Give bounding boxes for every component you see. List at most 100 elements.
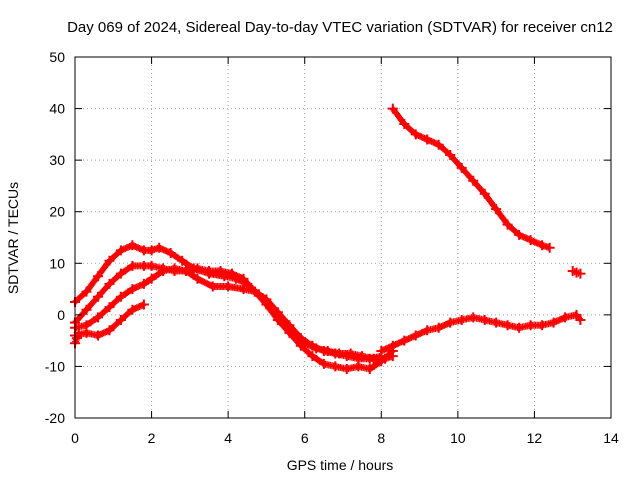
data-point	[204, 266, 214, 276]
data-point	[364, 364, 375, 374]
data-point	[81, 304, 92, 315]
data-point	[537, 320, 548, 331]
data-point	[376, 346, 387, 356]
y-tick-label: 50	[49, 49, 65, 65]
data-point	[560, 312, 571, 323]
data-point	[146, 273, 157, 284]
data-point	[146, 245, 157, 256]
data-point	[525, 320, 536, 331]
data-point	[177, 255, 188, 266]
series-markers	[71, 241, 397, 363]
data-point	[468, 175, 479, 186]
series-trail	[73, 243, 394, 361]
axis-ticks: 0 2 4 6 8 10 12 14 -20 -10 0 10 20 30 40 50	[45, 49, 619, 446]
x-tick-label: 6	[301, 430, 309, 446]
data-point	[364, 353, 375, 364]
data-point	[318, 346, 329, 356]
data-point	[104, 278, 115, 289]
data-point	[115, 245, 126, 256]
data-point	[445, 317, 456, 328]
x-tick-label: 10	[450, 430, 466, 446]
data-point	[318, 358, 329, 369]
y-tick-label: -20	[45, 410, 65, 426]
data-point	[387, 340, 398, 351]
data-point	[165, 248, 176, 258]
data-point	[192, 273, 203, 284]
data-point	[127, 240, 138, 251]
data-point	[238, 273, 249, 284]
data-point	[192, 263, 203, 274]
data-point	[138, 278, 149, 289]
data-point	[207, 281, 218, 292]
data-point	[223, 281, 234, 292]
data-point	[71, 333, 82, 344]
data-point	[399, 119, 410, 129]
y-tick-label: 10	[49, 255, 65, 271]
data-point	[479, 315, 490, 325]
data-point	[502, 320, 513, 331]
data-point	[93, 271, 103, 282]
data-point	[307, 351, 318, 362]
series-track-f	[376, 309, 586, 356]
data-point	[433, 322, 444, 333]
data-point	[445, 150, 456, 160]
data-point	[227, 268, 237, 279]
data-point	[456, 162, 467, 173]
data-point	[115, 291, 126, 302]
data-point	[127, 284, 138, 295]
data-point	[261, 294, 272, 305]
series-track-h	[567, 266, 586, 279]
data-point	[341, 351, 352, 362]
data-point	[479, 188, 490, 199]
data-point	[81, 286, 92, 297]
data-point	[525, 235, 536, 246]
data-point	[575, 315, 586, 325]
data-point	[272, 307, 283, 318]
data-point	[387, 103, 398, 114]
data-point	[104, 302, 115, 313]
data-point	[502, 219, 513, 230]
data-point	[514, 322, 525, 333]
data-point	[491, 204, 502, 215]
data-point	[93, 312, 103, 323]
data-point	[295, 333, 306, 344]
data-point	[330, 361, 341, 372]
data-point	[537, 240, 548, 251]
y-tick-label: 30	[49, 152, 65, 168]
data-point	[158, 266, 169, 276]
data-point	[548, 317, 559, 328]
data-point	[399, 335, 410, 346]
data-point	[238, 284, 249, 295]
data-point	[127, 260, 138, 271]
data-point	[544, 242, 555, 253]
data-point	[127, 304, 138, 315]
data-point	[104, 255, 115, 266]
data-point	[341, 364, 352, 374]
x-tick-label: 14	[603, 430, 619, 446]
data-point	[115, 268, 126, 279]
data-point	[284, 320, 295, 331]
data-point	[138, 299, 149, 310]
data-point	[410, 330, 421, 341]
x-tick-label: 4	[224, 430, 232, 446]
data-point	[104, 325, 115, 336]
data-point	[154, 242, 165, 253]
x-tick-label: 12	[527, 430, 543, 446]
data-point	[115, 315, 126, 325]
data-point	[146, 260, 157, 271]
x-tick-label: 0	[71, 430, 79, 446]
data-point	[575, 268, 586, 279]
data-point	[491, 317, 502, 328]
data-point	[468, 312, 479, 323]
series-track-g	[387, 103, 555, 253]
data-point	[422, 134, 433, 145]
x-axis-title: GPS time / hours	[287, 457, 394, 473]
x-tick-label: 2	[148, 430, 156, 446]
series-layer	[70, 103, 586, 374]
data-point	[93, 291, 103, 302]
data-point	[514, 229, 525, 240]
data-point	[433, 139, 444, 150]
y-axis-title: SDTVAR / TECUs	[5, 182, 21, 294]
y-tick-label: -10	[45, 358, 65, 374]
